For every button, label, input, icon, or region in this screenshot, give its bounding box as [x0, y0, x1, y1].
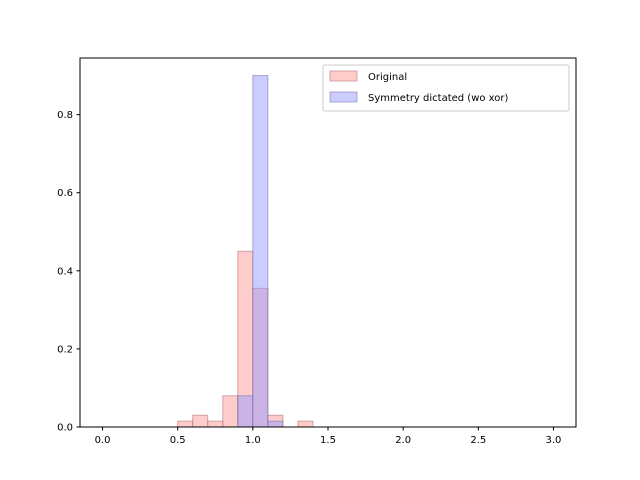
- legend-swatch-1: [329, 91, 358, 103]
- legend-label-1: Symmetry dictated (wo xor): [368, 93, 509, 104]
- bar-series0-bin3: [222, 395, 239, 428]
- x-tick-label-1: 0.5: [170, 435, 186, 446]
- bar-series1-bin2: [267, 420, 284, 428]
- legend: Original Symmetry dictated (wo xor): [322, 64, 570, 112]
- x-tick-label-5: 2.5: [470, 435, 486, 446]
- y-tick-label-3: 0.6: [57, 188, 73, 199]
- bar-series0-bin2: [207, 420, 224, 428]
- x-axis-ticks: 0.0 0.5 1.0 1.5 2.0 2.5 3.0: [95, 427, 562, 446]
- x-tick-label-2: 1.0: [245, 435, 261, 446]
- x-tick-label-4: 2.0: [395, 435, 411, 446]
- x-tick-label-0: 0.0: [95, 435, 111, 446]
- y-tick-label-2: 0.4: [57, 266, 73, 277]
- y-tick-label-0: 0.0: [57, 423, 73, 434]
- legend-box: [322, 64, 570, 112]
- bar-series0-bin7: [297, 420, 314, 428]
- x-tick-label-3: 1.5: [320, 435, 336, 446]
- legend-label-0: Original: [368, 72, 407, 83]
- bar-series1-bin0: [237, 395, 254, 428]
- legend-swatch-0: [329, 70, 358, 82]
- y-tick-label-1: 0.2: [57, 344, 73, 355]
- y-axis-ticks: 0.0 0.2 0.4 0.6 0.8: [57, 110, 80, 434]
- bar-series0-bin0: [177, 420, 194, 428]
- bar-series1-bin1: [252, 75, 269, 428]
- y-tick-label-4: 0.8: [57, 110, 73, 121]
- bar-series0-bin1: [192, 414, 209, 428]
- x-tick-label-6: 3.0: [546, 435, 562, 446]
